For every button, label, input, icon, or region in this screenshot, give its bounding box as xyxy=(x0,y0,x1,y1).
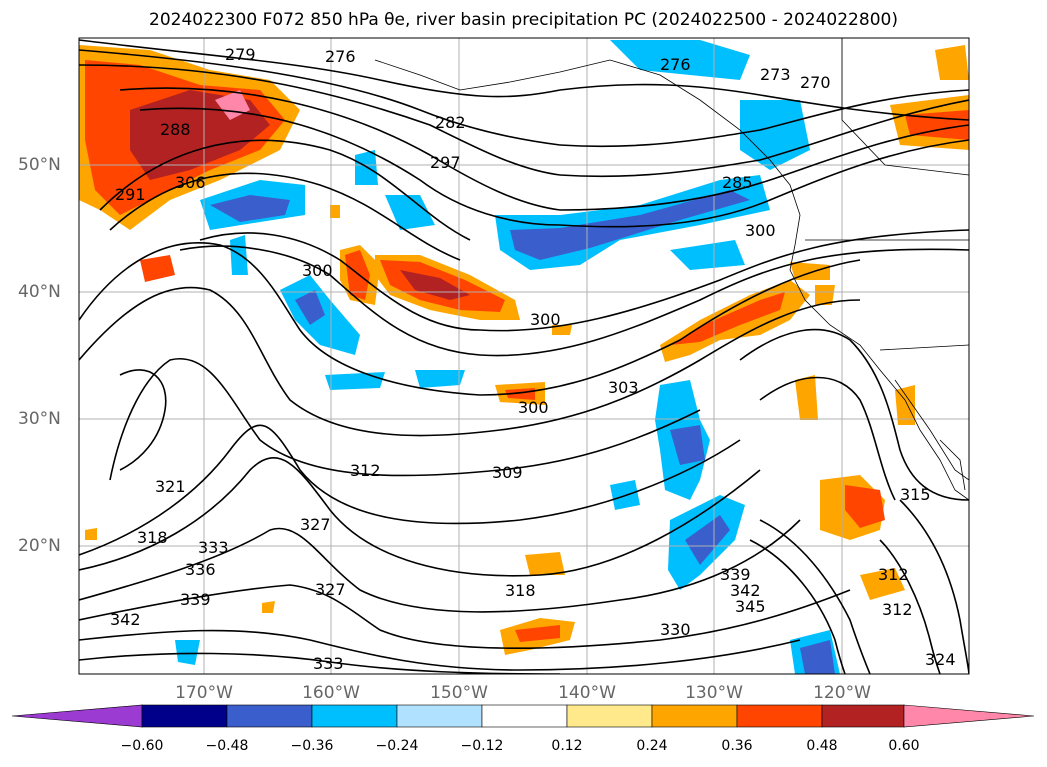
map-canvas: 279 276 276 273 270 282 288 291 306 297 … xyxy=(79,38,969,674)
contour-label: 312 xyxy=(878,565,909,584)
contour-label: 270 xyxy=(800,73,831,92)
graticule xyxy=(79,38,969,674)
coastlines xyxy=(374,38,969,501)
lon-label: 130°W xyxy=(685,683,743,703)
contour-label: 303 xyxy=(608,378,639,397)
contour-label: 291 xyxy=(115,185,146,204)
lon-label: 140°W xyxy=(558,683,616,703)
colorbar-bin xyxy=(821,704,905,728)
colorbar-over xyxy=(903,704,1035,728)
contour-label: 318 xyxy=(505,581,536,600)
colorbar-tick-label: 0.60 xyxy=(888,738,920,754)
contour-label: 333 xyxy=(313,654,344,673)
colorbar-tick-label: 0.12 xyxy=(551,738,583,754)
contour-label: 312 xyxy=(350,461,381,480)
lon-label: 150°W xyxy=(430,683,488,703)
contour-label: 306 xyxy=(175,173,206,192)
colorbar-bin xyxy=(566,704,653,728)
colorbar-bin xyxy=(736,704,823,728)
contour-label: 312 xyxy=(882,600,913,619)
colorbar-tick-label: −0.60 xyxy=(120,738,164,754)
contour-label: 333 xyxy=(198,538,229,557)
colorbar-bin xyxy=(481,704,568,728)
colorbar-bin xyxy=(396,704,483,728)
contour-label: 339 xyxy=(180,590,211,609)
contour-label: 339 xyxy=(720,565,751,584)
contour-label: 282 xyxy=(435,113,466,132)
colorbar-bin xyxy=(141,704,228,728)
contour-label: 273 xyxy=(760,65,791,84)
colorbar-under xyxy=(11,704,143,728)
colorbar-tick-label: −0.12 xyxy=(460,738,504,754)
lat-label: 50°N xyxy=(18,155,61,175)
colorbar-bin xyxy=(226,704,313,728)
colorbar-bin xyxy=(311,704,398,728)
contour-labels: 279 276 276 273 270 282 288 291 306 297 … xyxy=(110,45,956,673)
contour-label: 321 xyxy=(155,477,186,496)
colorbar xyxy=(11,704,1035,728)
contour-label: 279 xyxy=(225,45,256,64)
contour-label: 300 xyxy=(530,310,561,329)
contour-label: 288 xyxy=(160,120,191,139)
lon-label: 120°W xyxy=(813,683,871,703)
contour-label: 300 xyxy=(518,398,549,417)
contour-label: 324 xyxy=(925,650,956,669)
lat-label: 30°N xyxy=(18,409,61,429)
contour-label: 342 xyxy=(730,581,761,600)
colorbar-tick-label: 0.48 xyxy=(806,738,838,754)
map-frame xyxy=(78,37,970,675)
colorbar-tick-label: −0.48 xyxy=(205,738,249,754)
contour-label: 309 xyxy=(492,463,523,482)
precip-shading xyxy=(79,40,969,674)
contour-label: 300 xyxy=(745,221,776,240)
contour-label: 315 xyxy=(900,485,931,504)
contour-label: 330 xyxy=(660,620,691,639)
contour-label: 345 xyxy=(735,597,766,616)
colorbar-tick-label: 0.24 xyxy=(636,738,668,754)
colorbar-tick-label: −0.36 xyxy=(290,738,334,754)
theta-e-contours xyxy=(79,39,969,674)
contour-label: 342 xyxy=(110,610,141,629)
lon-label: 160°W xyxy=(302,683,360,703)
lon-label: 170°W xyxy=(175,683,233,703)
colorbar-tick-label: −0.24 xyxy=(375,738,419,754)
lat-label: 20°N xyxy=(18,536,61,556)
contour-label: 285 xyxy=(722,173,753,192)
contour-label: 300 xyxy=(302,261,333,280)
contour-label: 276 xyxy=(325,47,356,66)
colorbar-tick-label: 0.36 xyxy=(721,738,753,754)
colorbar-bin xyxy=(651,704,738,728)
contour-label: 336 xyxy=(185,560,216,579)
map-title: 2024022300 F072 850 hPa θe, river basin … xyxy=(149,10,898,30)
contour-label: 297 xyxy=(430,153,461,172)
contour-label: 318 xyxy=(137,528,168,547)
contour-label: 276 xyxy=(660,55,691,74)
lat-label: 40°N xyxy=(18,282,61,302)
contour-label: 327 xyxy=(300,515,331,534)
contour-label: 327 xyxy=(315,580,346,599)
